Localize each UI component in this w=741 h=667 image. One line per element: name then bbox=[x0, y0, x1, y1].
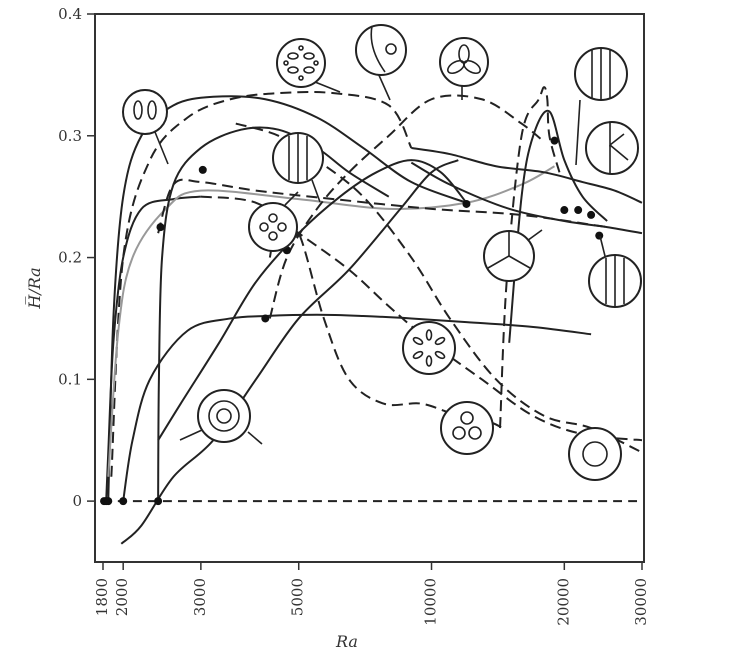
bifurcation-point bbox=[198, 165, 207, 174]
series-line bbox=[157, 159, 468, 441]
bifurcation-points bbox=[100, 136, 604, 506]
pattern-annulus-icon bbox=[568, 427, 622, 481]
x-tick-label: 20000 bbox=[554, 578, 572, 626]
series-line bbox=[499, 86, 561, 429]
x-tick-label: 10000 bbox=[422, 578, 440, 626]
y-axis-title: H̅/Ra bbox=[24, 267, 44, 309]
series-line bbox=[200, 195, 643, 442]
bifurcation-point bbox=[261, 314, 270, 323]
pattern-three-circles-icon bbox=[440, 401, 494, 455]
pattern-stripes-top-icon bbox=[574, 47, 628, 166]
x-tick-label: 5000 bbox=[289, 578, 307, 616]
y-tick-label: 0.1 bbox=[58, 370, 82, 388]
y-tick-label: 0.2 bbox=[58, 249, 82, 267]
pattern-stripes-right-icon bbox=[588, 235, 642, 308]
bifurcation-point bbox=[156, 223, 165, 232]
pattern-stripes-mid-icon bbox=[272, 132, 324, 203]
bifurcation-point bbox=[104, 497, 113, 506]
pattern-insets bbox=[122, 24, 642, 481]
bifurcation-point bbox=[595, 231, 604, 240]
y-tick-label: 0.4 bbox=[58, 5, 82, 23]
pattern-crescent-icon bbox=[355, 24, 407, 101]
pattern-y-cells-icon bbox=[483, 229, 543, 282]
x-tick-label: 1800 bbox=[93, 578, 111, 616]
series-layer bbox=[103, 86, 643, 545]
bifurcation-point bbox=[587, 210, 596, 219]
series-line bbox=[157, 126, 390, 502]
bifurcation-point bbox=[119, 497, 128, 506]
series-line bbox=[411, 146, 643, 204]
y-tick-label: 0 bbox=[72, 492, 82, 510]
series-line bbox=[410, 161, 643, 235]
x-axis-title: Ra bbox=[335, 632, 358, 651]
bifurcation-point bbox=[462, 199, 471, 208]
pattern-six-petals-icon bbox=[402, 321, 456, 375]
axis-ticks: 1800 2000 3000 5000 10000 20000 30000 0 0.1 0.2 0.… bbox=[58, 5, 650, 626]
series-line bbox=[157, 178, 608, 234]
bifurcation-point bbox=[574, 206, 583, 215]
series-line bbox=[268, 217, 504, 429]
x-tick-label: 2000 bbox=[113, 578, 131, 616]
bifurcation-point bbox=[154, 497, 163, 506]
series-line bbox=[268, 94, 545, 319]
series-line bbox=[107, 95, 467, 502]
pattern-four-dots-icon bbox=[248, 191, 299, 252]
pattern-concentric-icon bbox=[179, 389, 263, 445]
plot-frame bbox=[94, 13, 645, 563]
x-tick-label: 3000 bbox=[191, 578, 209, 616]
series-line bbox=[508, 109, 608, 343]
y-tick-label: 0.3 bbox=[58, 127, 82, 145]
pattern-two-rolls-icon bbox=[122, 89, 169, 165]
pattern-trefoil-icon bbox=[439, 37, 489, 100]
series-line bbox=[105, 195, 201, 502]
x-tick-label: 30000 bbox=[632, 578, 650, 626]
pattern-wedge-icon bbox=[585, 121, 639, 175]
bifurcation-point bbox=[550, 136, 559, 145]
pattern-six-cells-icon bbox=[276, 38, 341, 93]
series-line bbox=[122, 313, 592, 502]
bifurcation-point bbox=[560, 206, 569, 215]
